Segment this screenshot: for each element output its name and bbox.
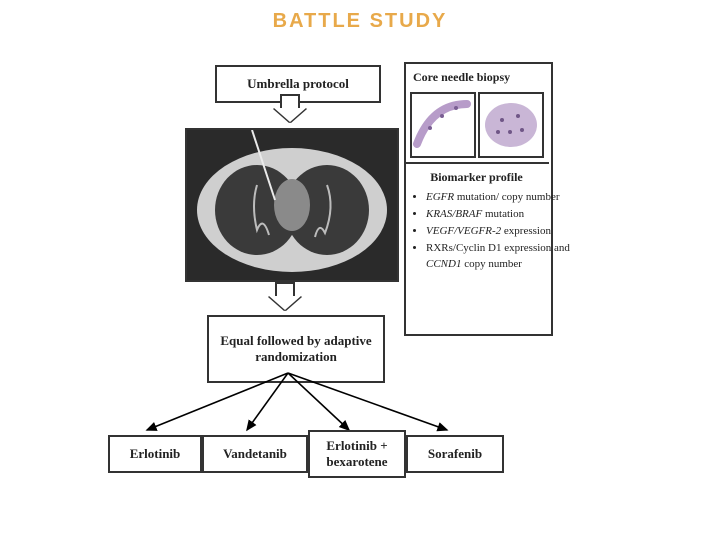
treatment-arm-box: Erlotinib + bexarotene [308,430,406,478]
treatment-arm-box: Vandetanib [202,435,308,473]
treatment-arm-box: Sorafenib [406,435,504,473]
treatment-arm-box: Erlotinib [108,435,202,473]
